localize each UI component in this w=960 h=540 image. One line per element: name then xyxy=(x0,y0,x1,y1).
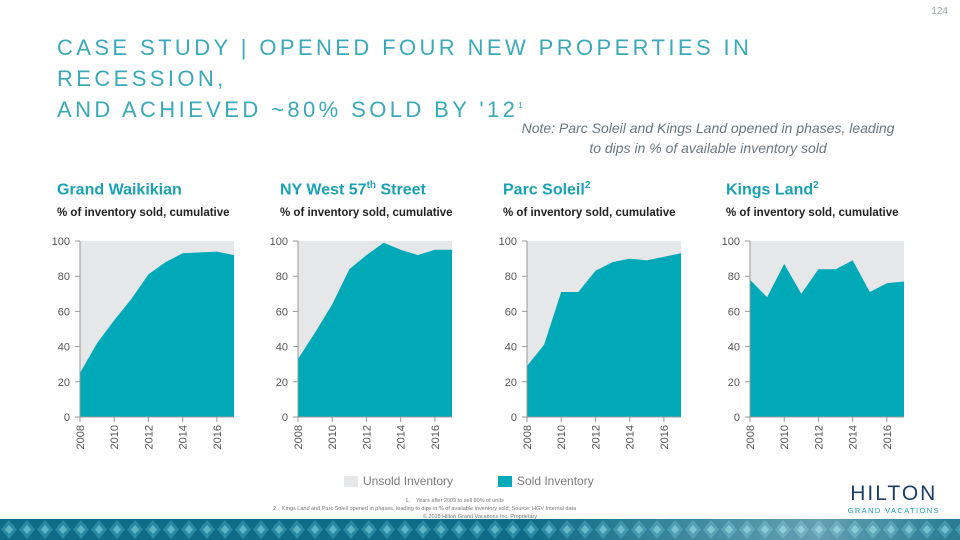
x-tick-label: 2008 xyxy=(745,425,757,449)
y-tick-label: 60 xyxy=(728,306,740,318)
x-tick-label: 2014 xyxy=(625,425,637,449)
y-tick-label: 0 xyxy=(282,412,288,424)
x-tick-label: 2010 xyxy=(779,425,791,449)
x-tick-label: 2014 xyxy=(848,425,860,449)
y-tick-label: 100 xyxy=(270,236,288,248)
panel-title-sup: th xyxy=(366,180,377,191)
title-line-1: CASE STUDY | OPENED FOUR NEW PROPERTIES … xyxy=(57,35,753,91)
title-line-2: AND ACHIEVED ~80% SOLD BY '121 xyxy=(57,94,917,125)
legend-item-sold: Sold Inventory xyxy=(498,474,594,488)
sold-area xyxy=(750,260,904,417)
y-tick-label: 80 xyxy=(58,271,70,283)
footnote-1: 1. Years after 2009 to sell 80% of units xyxy=(240,497,720,505)
x-tick-label: 2016 xyxy=(430,425,442,449)
y-tick-label: 60 xyxy=(276,306,288,318)
sold-area xyxy=(298,242,452,417)
panel-title-text: Grand Waikikian xyxy=(57,181,182,199)
x-tick-label: 2012 xyxy=(143,425,155,449)
panel-subtitle: % of inventory sold, cumulative xyxy=(726,207,899,220)
y-tick-label: 80 xyxy=(505,271,517,283)
y-tick-label: 0 xyxy=(511,412,517,424)
panel-title: Kings Land2 xyxy=(726,176,944,200)
panel-subtitle: % of inventory sold, cumulative xyxy=(503,207,676,220)
panel-grand-waikikian: Grand Waikikian % of inventory sold, cum… xyxy=(57,176,275,219)
x-tick-label: 2016 xyxy=(882,425,894,449)
sold-area xyxy=(80,251,234,417)
x-tick-label: 2008 xyxy=(293,425,305,449)
y-tick-label: 20 xyxy=(58,377,70,389)
y-tick-label: 80 xyxy=(276,271,288,283)
y-tick-label: 20 xyxy=(728,377,740,389)
y-tick-label: 0 xyxy=(734,412,740,424)
area-charts: 0 20 40 60 80 100 2008 2010 2012 2014 2016 0 20 40 60 8… xyxy=(52,236,904,449)
x-tick-label: 2012 xyxy=(361,425,373,449)
y-tick-label: 100 xyxy=(722,236,740,248)
panel-title-sup: 2 xyxy=(584,180,591,191)
logo-sub: GRAND VACATIONS xyxy=(847,506,940,515)
y-tick-label: 20 xyxy=(276,377,288,389)
legend-label-unsold: Unsold Inventory xyxy=(363,474,454,488)
y-tick-label: 40 xyxy=(276,342,288,354)
panel-parc-soleil: Parc Soleil2 % of inventory sold, cumula… xyxy=(503,176,721,219)
logo-main: HILTON xyxy=(850,482,938,505)
legend-item-unsold: Unsold Inventory xyxy=(344,474,453,488)
footnote-text: Kings Land and Parc Soleil opened in pha… xyxy=(282,506,577,512)
hilton-logo: HILTON GRAND VACATIONS xyxy=(847,482,940,516)
x-tick-label: 2010 xyxy=(109,425,121,449)
chart-0: 0 20 40 60 80 100 2008 2010 2012 2014 2016 xyxy=(52,236,234,449)
x-tick-label: 2016 xyxy=(212,425,224,449)
pattern-band xyxy=(0,519,960,540)
footnote-text: Years after 2009 to sell 80% of units xyxy=(416,498,504,504)
page-title: CASE STUDY | OPENED FOUR NEW PROPERTIES … xyxy=(57,32,917,125)
panel-subtitle: % of inventory sold, cumulative xyxy=(280,207,453,220)
legend-swatch-unsold xyxy=(344,476,358,488)
y-tick-label: 80 xyxy=(728,271,740,283)
y-tick-label: 40 xyxy=(505,342,517,354)
panel-kings-land: Kings Land2 % of inventory sold, cumulat… xyxy=(726,176,944,219)
y-tick-label: 60 xyxy=(58,306,70,318)
y-tick-label: 40 xyxy=(58,342,70,354)
title-line-2-text: AND ACHIEVED ~80% SOLD BY '12 xyxy=(57,97,519,122)
panel-subtitle: % of inventory sold, cumulative xyxy=(57,207,230,220)
chart-1: 0 20 40 60 80 100 2008 2010 2012 2014 2016 xyxy=(270,236,452,449)
footnotes: 1. Years after 2009 to sell 80% of units … xyxy=(240,497,720,521)
y-tick-label: 40 xyxy=(728,342,740,354)
x-tick-label: 2012 xyxy=(590,425,602,449)
panel-ny-west-57th: NY West 57th Street % of inventory sold,… xyxy=(280,176,498,219)
y-tick-label: 100 xyxy=(499,236,517,248)
y-tick-label: 100 xyxy=(52,236,70,248)
x-tick-label: 2008 xyxy=(75,425,87,449)
x-tick-label: 2010 xyxy=(327,425,339,449)
footnote-number: 1. xyxy=(405,498,410,504)
x-tick-label: 2014 xyxy=(396,425,408,449)
chart-2: 0 20 40 60 80 100 2008 2010 2012 2014 2016 xyxy=(499,236,681,449)
panel-title: Parc Soleil2 xyxy=(503,176,721,200)
x-tick-label: 2008 xyxy=(522,425,534,449)
page-number: 124 xyxy=(931,6,948,17)
chart-3: 0 20 40 60 80 100 2008 2010 2012 2014 2016 xyxy=(722,236,904,449)
panel-title: Grand Waikikian xyxy=(57,176,275,200)
panel-title-text: Kings Land xyxy=(726,181,814,199)
y-tick-label: 0 xyxy=(64,412,70,424)
panel-title-text: Parc Soleil xyxy=(503,181,585,199)
x-tick-label: 2016 xyxy=(659,425,671,449)
footnote-2: 2 Kings Land and Parc Soleil opened in ph… xyxy=(240,505,720,513)
x-tick-label: 2014 xyxy=(178,425,190,449)
x-tick-label: 2012 xyxy=(813,425,825,449)
copyright: © 2018 Hilton Grand Vacations Inc. Propr… xyxy=(422,514,538,520)
y-tick-label: 60 xyxy=(505,306,517,318)
title-footnote-marker: 1 xyxy=(518,101,523,110)
sold-area xyxy=(527,253,681,417)
panel-title-suffix: Street xyxy=(376,181,426,199)
decorative-bottom-band xyxy=(0,519,960,540)
panel-title-sup: 2 xyxy=(813,180,819,191)
footnote-number: 2 xyxy=(272,506,276,512)
legend-swatch-sold xyxy=(498,476,512,488)
x-tick-label: 2010 xyxy=(556,425,568,449)
phase-note: Note: Parc Soleil and Kings Land opened … xyxy=(521,120,895,156)
legend-label-sold: Sold Inventory xyxy=(517,474,594,488)
panel-title-text: NY West 57 xyxy=(280,181,367,199)
panel-title: NY West 57th Street xyxy=(280,176,498,200)
y-tick-label: 20 xyxy=(505,377,517,389)
